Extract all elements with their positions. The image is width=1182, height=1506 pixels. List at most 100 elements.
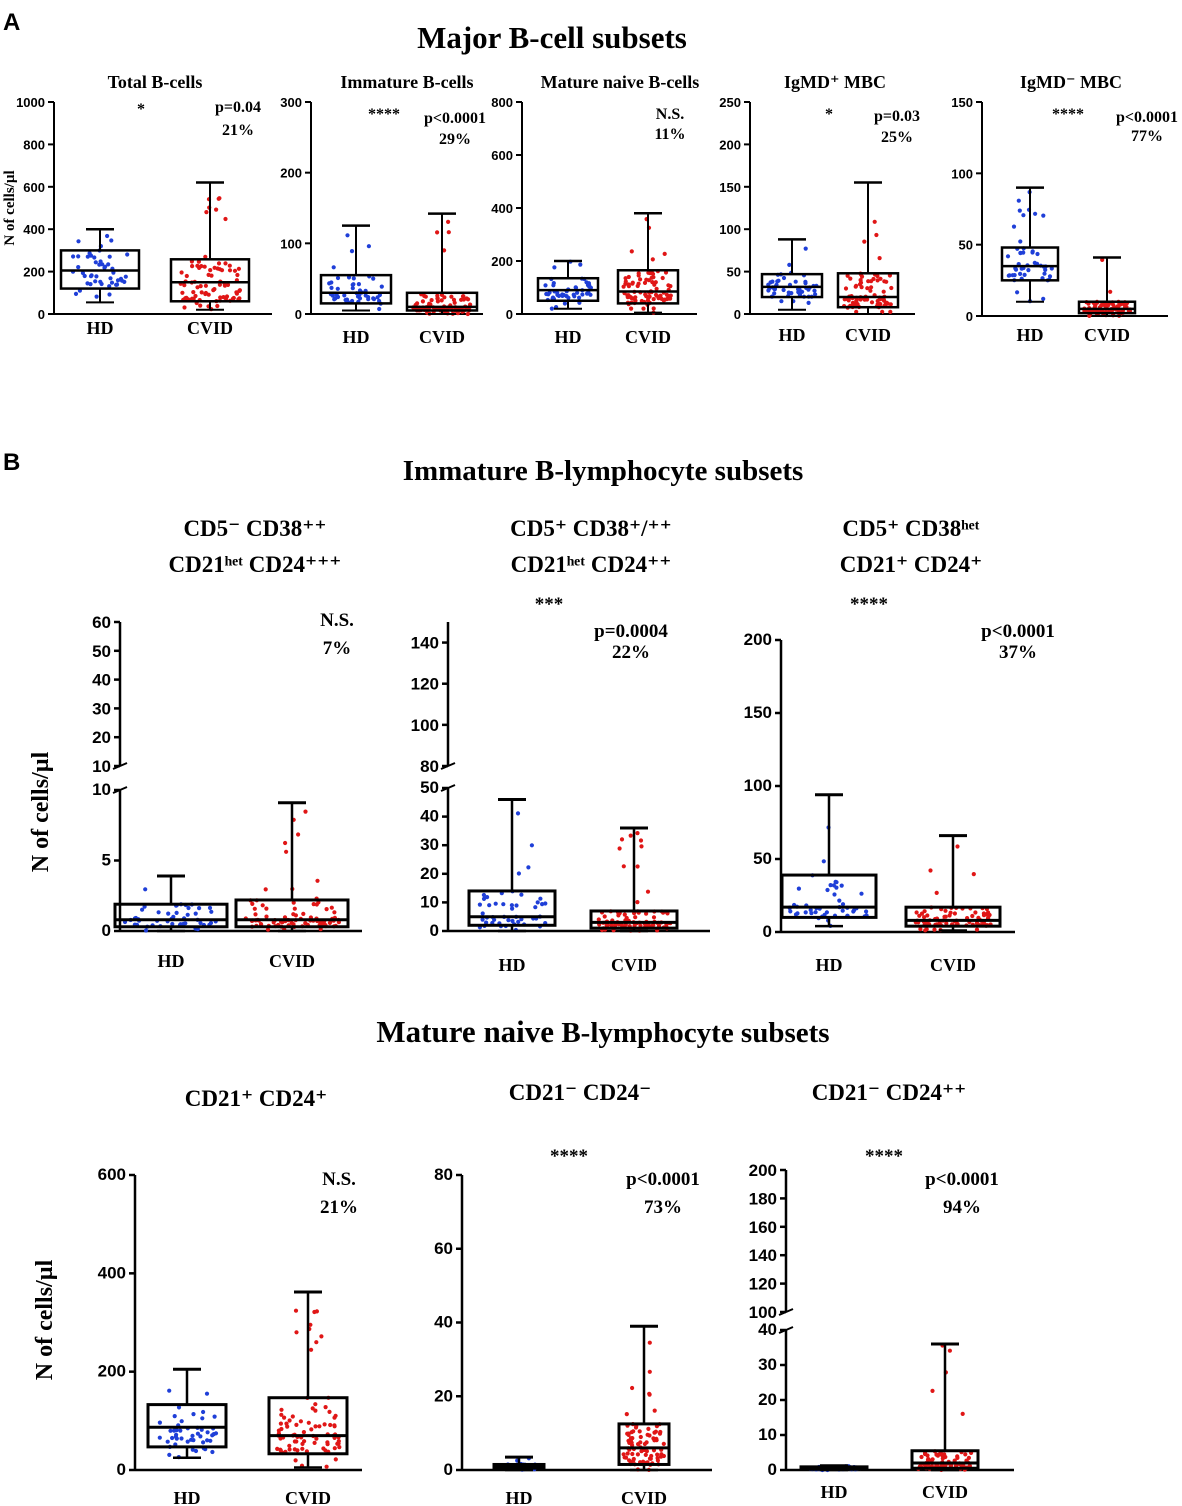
data-point (796, 886, 802, 891)
percent-label-a5: 77% (1131, 128, 1163, 145)
y-tick-label-a1: 600 (23, 180, 45, 195)
data-point (168, 1428, 173, 1433)
data-point (287, 1443, 292, 1448)
chart-title-line2-b1: CD21ʰᵉᵗ CD24⁺⁺⁺ (169, 552, 342, 577)
chart-b3: CD5⁺ CD38ʰᵉᵗ CD21⁺ CD24⁺ 0 50 100 150 200 HD CVI… (744, 516, 1055, 975)
y-tick-label-b2: 50 (420, 778, 439, 797)
data-point (648, 271, 653, 276)
data-point (371, 297, 377, 302)
data-point (221, 295, 226, 300)
category-label-cvid: CVID (1084, 325, 1130, 345)
data-point (232, 268, 238, 273)
data-point (143, 887, 148, 892)
data-point (1017, 208, 1022, 213)
cvid-box-a5 (1077, 256, 1137, 318)
data-point (167, 1388, 172, 1393)
data-point (540, 902, 545, 907)
data-point (793, 279, 798, 284)
chart-b1: CD5⁻ CD38⁺⁺ CD21ʰᵉᵗ CD24⁺⁺⁺ N of cells/µl 0… (28, 516, 362, 971)
hd-box-b2 (467, 797, 557, 933)
data-point (633, 295, 638, 300)
data-point (319, 1334, 324, 1339)
data-point (645, 298, 651, 303)
y-tick-label-a3: 200 (491, 254, 513, 269)
data-point (626, 293, 631, 298)
data-point (924, 927, 929, 932)
data-point (808, 907, 813, 913)
data-point (179, 1436, 184, 1441)
data-point (617, 846, 622, 851)
data-point (279, 1412, 284, 1417)
category-label-cvid: CVID (419, 327, 465, 347)
percent-label-b3: 37% (999, 642, 1037, 663)
data-point (234, 291, 239, 296)
data-point (630, 1451, 635, 1457)
data-point (191, 1412, 196, 1417)
data-point (198, 1434, 203, 1439)
iqr-box (616, 269, 680, 305)
data-point (656, 296, 661, 301)
data-point (216, 196, 221, 201)
category-label-hd: HD (1017, 325, 1044, 345)
data-point (215, 303, 220, 309)
data-point (210, 1449, 215, 1455)
data-point (182, 305, 187, 310)
data-point (1108, 289, 1113, 294)
data-point (300, 1446, 305, 1451)
data-point (888, 302, 893, 307)
data-point (76, 239, 81, 244)
data-point (650, 257, 655, 262)
data-point (208, 1438, 213, 1443)
data-point (87, 251, 92, 256)
hd-box-b1 (113, 874, 229, 933)
data-point (196, 259, 201, 264)
data-point (211, 288, 216, 293)
percent-label-b1: 7% (323, 638, 352, 659)
data-point (105, 233, 110, 239)
y-tick-label-a5: 150 (951, 95, 973, 110)
data-point (284, 849, 289, 854)
data-point (918, 927, 923, 932)
y-axis-label-b4: N of cells/µl (32, 1259, 58, 1380)
iqr-box (405, 291, 479, 312)
category-label-cvid: CVID (187, 318, 233, 338)
data-point (207, 905, 213, 911)
y-tick-label-a4: 50 (727, 265, 741, 280)
data-point (638, 1434, 643, 1440)
y-tick-label-b2: 10 (420, 892, 439, 911)
data-point (420, 299, 425, 304)
data-point (166, 911, 171, 916)
percent-label-b2: 22% (612, 642, 650, 663)
data-point (303, 809, 308, 814)
data-point (156, 910, 161, 915)
data-point (955, 844, 960, 849)
data-point (781, 287, 786, 293)
category-label-hd: HD (158, 951, 185, 971)
data-point (125, 252, 130, 257)
data-point (176, 1405, 182, 1410)
data-point (315, 878, 320, 883)
data-point (253, 912, 258, 917)
data-point (329, 285, 334, 290)
data-point (626, 274, 631, 280)
data-point (832, 892, 837, 897)
y-tick-label-upper-b6: 200 (749, 1161, 777, 1180)
data-point (544, 291, 549, 297)
data-point (930, 1388, 935, 1393)
category-label-hd: HD (174, 1488, 201, 1506)
data-point (1122, 302, 1127, 307)
data-point (848, 276, 853, 281)
data-point (974, 927, 980, 932)
data-point (869, 300, 875, 305)
data-point (638, 838, 644, 843)
data-point (282, 1415, 287, 1420)
data-point (631, 1458, 636, 1463)
y-tick-label-a4: 100 (719, 222, 741, 237)
data-point (322, 1422, 327, 1427)
data-point (343, 297, 348, 303)
data-point (925, 913, 930, 918)
data-point (174, 1428, 179, 1433)
hd-box-b6 (799, 1464, 869, 1473)
hd-box-a3 (536, 259, 600, 311)
